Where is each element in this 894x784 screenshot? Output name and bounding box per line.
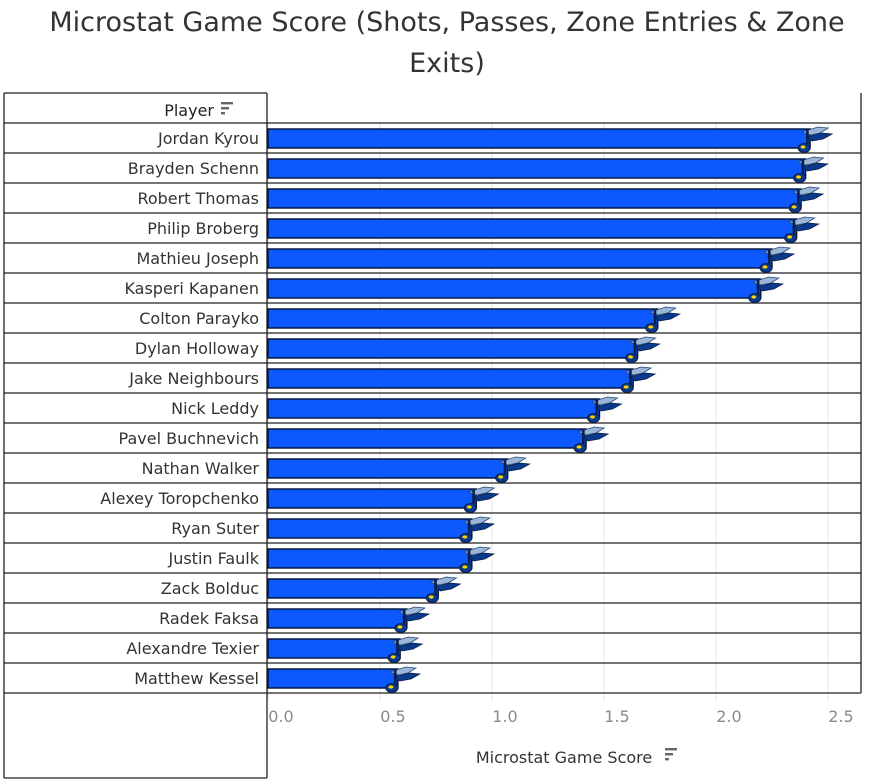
player-label[interactable]: Brayden Schenn <box>128 159 259 178</box>
x-axis: Microstat Game Score 0.0 0.5 1.0 1.5 2.0 2.5 <box>268 707 853 767</box>
bar[interactable] <box>267 128 811 149</box>
table-row[interactable]: Nick Leddy <box>4 396 861 424</box>
bar[interactable] <box>267 428 587 449</box>
player-label[interactable]: Zack Bolduc <box>161 579 259 598</box>
bar[interactable] <box>267 548 473 569</box>
table-row[interactable]: Alexandre Texier <box>4 636 861 664</box>
x-axis-title[interactable]: Microstat Game Score <box>476 748 652 767</box>
table-row[interactable]: Brayden Schenn <box>4 156 861 184</box>
blues-note-logo-icon <box>459 516 496 543</box>
blues-note-logo-icon <box>385 666 422 693</box>
bar[interactable] <box>267 218 798 239</box>
x-tick-label: 1.0 <box>492 707 517 726</box>
table-row[interactable]: Zack Bolduc <box>4 576 861 604</box>
table-row[interactable]: Kasperi Kapanen <box>4 276 861 304</box>
bar[interactable] <box>267 368 634 389</box>
bar[interactable] <box>267 488 478 509</box>
chart-title-line-2: Exits) <box>409 48 485 79</box>
bar[interactable] <box>267 608 408 629</box>
bar[interactable] <box>267 458 509 479</box>
bar[interactable] <box>267 398 601 419</box>
bar[interactable] <box>267 668 399 689</box>
player-label[interactable]: Alexey Toropchenko <box>100 489 259 508</box>
bar[interactable] <box>267 308 659 329</box>
player-label[interactable]: Philip Broberg <box>147 219 259 238</box>
player-column-header[interactable]: Player <box>164 101 214 120</box>
table-row[interactable]: Jake Neighbours <box>4 366 861 394</box>
blues-note-logo-icon <box>784 216 820 243</box>
blues-note-logo-icon <box>573 426 610 453</box>
player-label[interactable]: Justin Faulk <box>167 549 259 568</box>
blues-note-logo-icon <box>759 246 796 273</box>
x-tick-label: 0.0 <box>268 707 293 726</box>
chart-title: Microstat Game Score (Shots, Passes, Zon… <box>0 2 894 84</box>
player-label[interactable]: Colton Parayko <box>139 309 259 328</box>
table-row[interactable]: Robert Thomas <box>4 186 861 214</box>
blues-note-logo-icon <box>645 306 682 333</box>
table-row[interactable]: Ryan Suter <box>4 516 861 544</box>
bar[interactable] <box>267 578 439 599</box>
bar-rows: Jordan Kyrou Brayden Schenn Robert Thomas P… <box>4 126 861 694</box>
player-label[interactable]: Jordan Kyrou <box>157 129 259 148</box>
blues-note-logo-icon <box>495 456 531 483</box>
blues-note-logo-icon <box>788 186 825 213</box>
row-header: Player <box>164 101 233 120</box>
player-label[interactable]: Matthew Kessel <box>134 669 259 688</box>
player-label[interactable]: Mathieu Joseph <box>136 249 259 268</box>
player-label[interactable]: Nathan Walker <box>142 459 260 478</box>
player-label[interactable]: Ryan Suter <box>171 519 259 538</box>
blues-note-logo-icon <box>625 336 661 363</box>
table-row[interactable]: Philip Broberg <box>4 216 861 244</box>
table-row[interactable]: Justin Faulk <box>4 546 861 574</box>
table-row[interactable]: Nathan Walker <box>4 456 861 484</box>
player-label[interactable]: Kasperi Kapanen <box>124 279 259 298</box>
x-tick-label: 2.0 <box>716 707 741 726</box>
table-row[interactable]: Radek Faksa <box>4 606 861 634</box>
table-row[interactable]: Alexey Toropchenko <box>4 486 861 514</box>
bar[interactable] <box>267 338 639 359</box>
bar[interactable] <box>267 188 802 209</box>
blues-note-logo-icon <box>587 396 623 423</box>
x-tick-label: 0.5 <box>380 707 405 726</box>
blues-note-logo-icon <box>793 156 829 183</box>
x-tick-label: 2.5 <box>828 707 853 726</box>
chart-title-line-1: Microstat Game Score (Shots, Passes, Zon… <box>49 7 845 38</box>
blues-note-logo-icon <box>797 126 834 153</box>
table-row[interactable]: Jordan Kyrou <box>4 126 861 154</box>
sort-icon[interactable] <box>665 748 677 761</box>
player-label[interactable]: Pavel Buchnevich <box>119 429 259 448</box>
blues-note-logo-icon <box>387 636 424 663</box>
bar[interactable] <box>267 638 401 659</box>
blues-note-logo-icon <box>463 486 500 513</box>
bar[interactable] <box>267 248 773 269</box>
blues-note-logo-icon <box>459 546 496 573</box>
blues-note-logo-icon <box>394 606 431 633</box>
sort-icon[interactable] <box>221 102 233 115</box>
bar[interactable] <box>267 518 473 539</box>
player-label[interactable]: Robert Thomas <box>137 189 259 208</box>
player-label[interactable]: Dylan Holloway <box>135 339 259 358</box>
blues-note-logo-icon <box>620 366 657 393</box>
blues-note-logo-icon <box>748 276 785 303</box>
table-row[interactable]: Matthew Kessel <box>4 666 861 694</box>
table-row[interactable]: Mathieu Joseph <box>4 246 861 274</box>
table-row[interactable]: Colton Parayko <box>4 306 861 334</box>
player-label[interactable]: Alexandre Texier <box>126 639 259 658</box>
x-tick-label: 1.5 <box>604 707 629 726</box>
player-label[interactable]: Radek Faksa <box>159 609 259 628</box>
blues-note-logo-icon <box>425 576 462 603</box>
table-row[interactable]: Dylan Holloway <box>4 336 861 364</box>
player-label[interactable]: Jake Neighbours <box>128 369 259 388</box>
bar[interactable] <box>267 278 762 299</box>
bar[interactable] <box>267 158 807 179</box>
table-row[interactable]: Pavel Buchnevich <box>4 426 861 454</box>
player-label[interactable]: Nick Leddy <box>171 399 259 418</box>
